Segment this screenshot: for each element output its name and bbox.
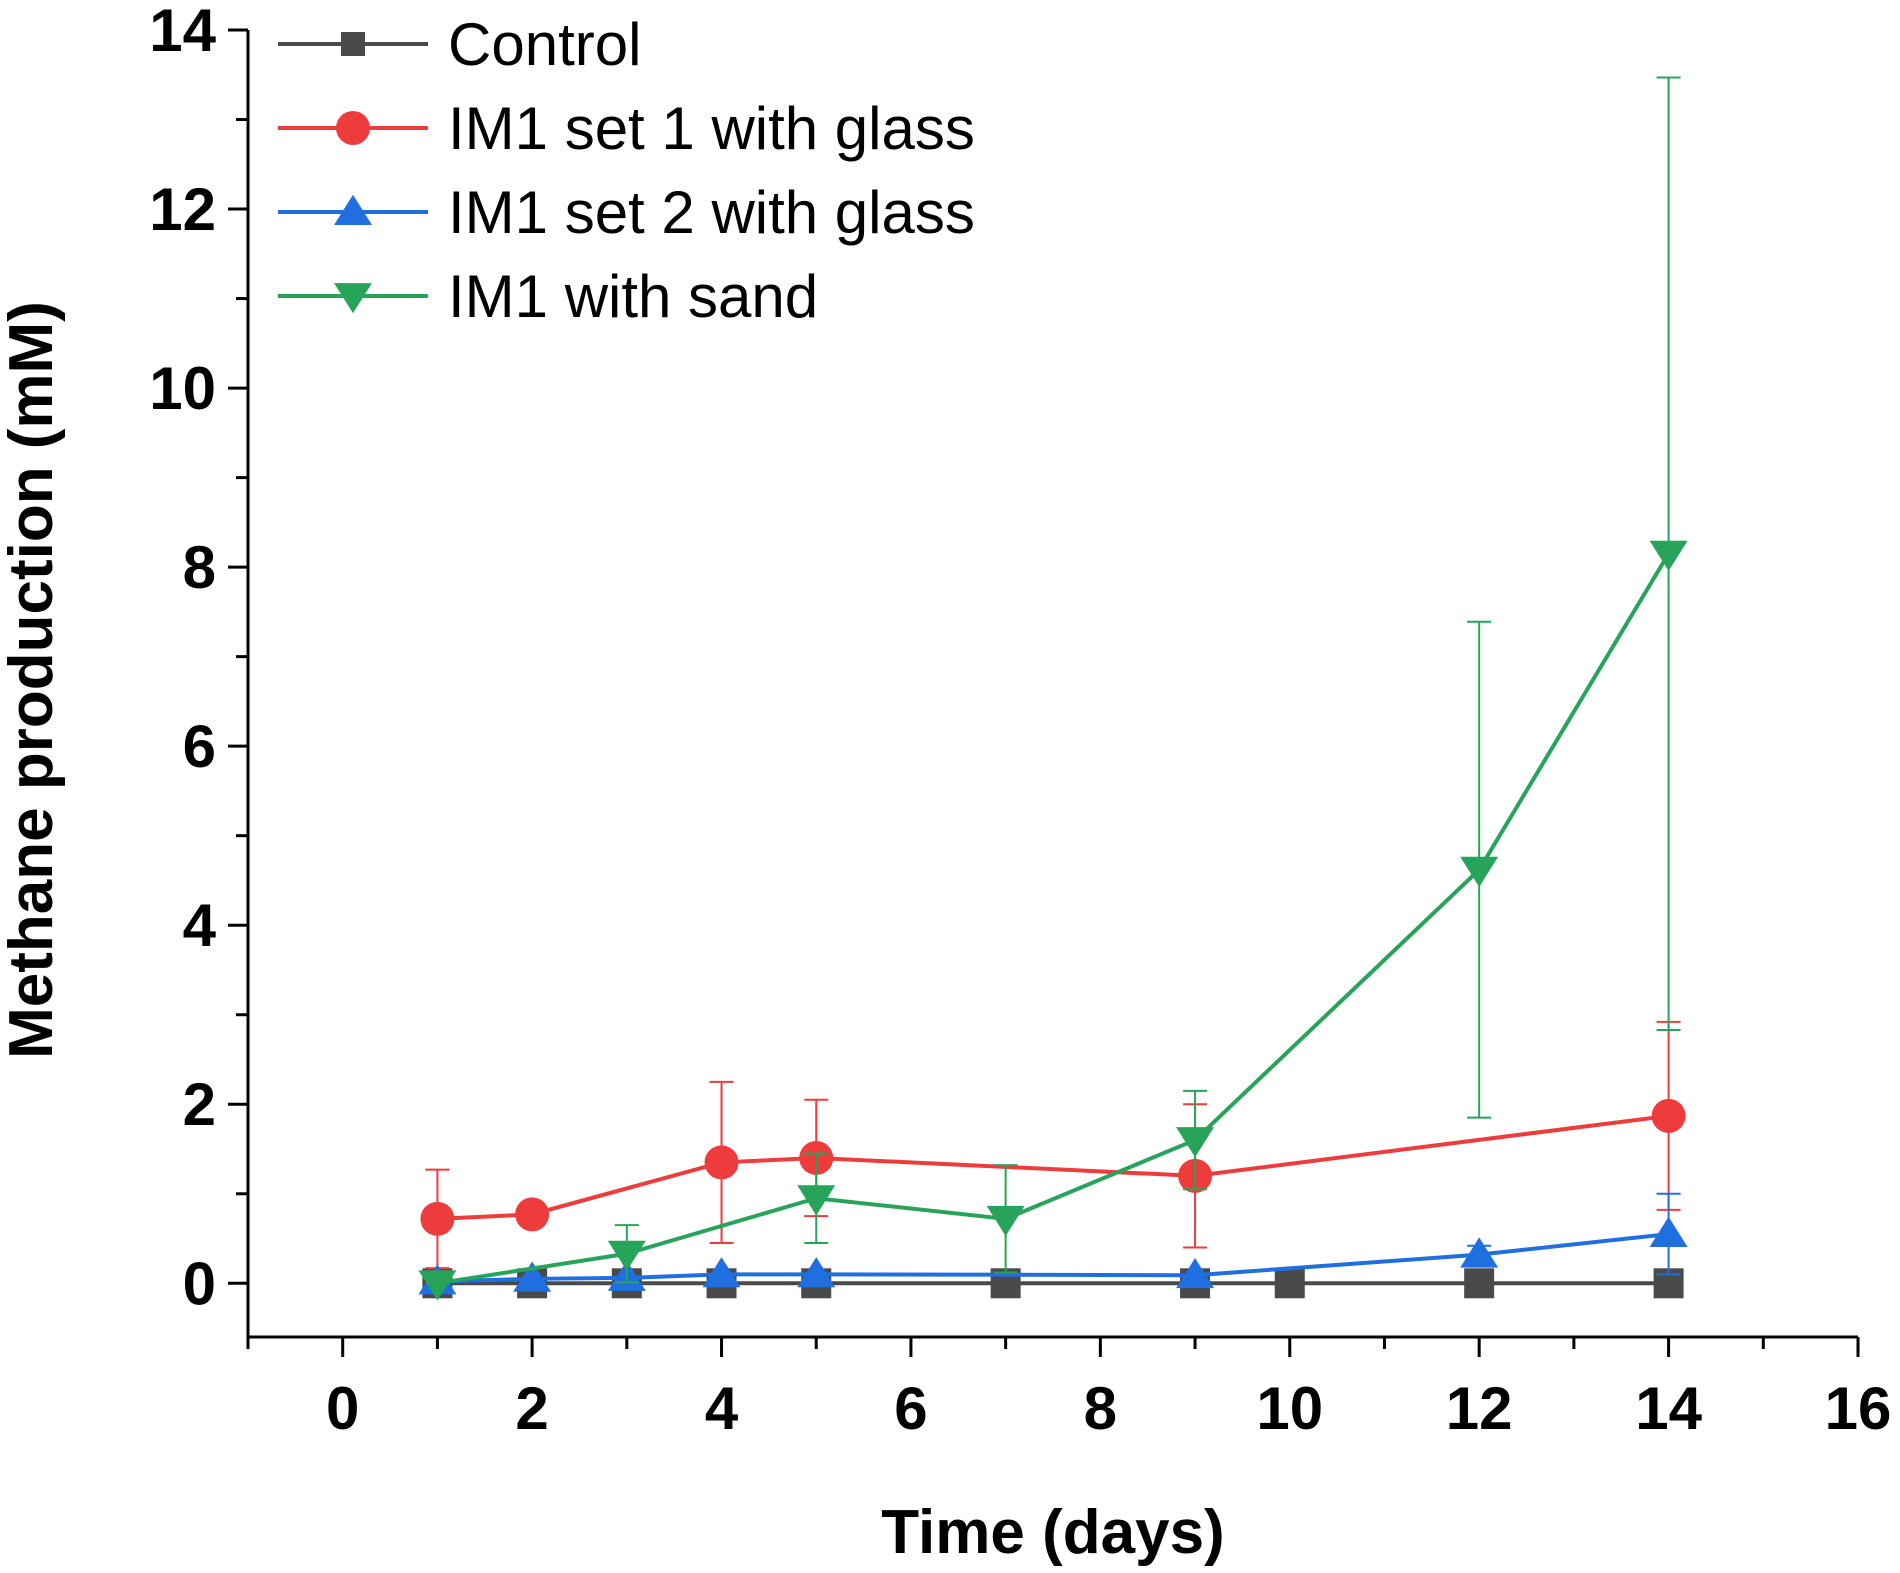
data-point [704,1145,739,1180]
data-point [336,111,370,145]
y-tick-label: 0 [183,1250,216,1317]
y-tick-label: 6 [183,713,216,780]
legend: Control IM1 set 1 with glass IM1 set 2 wit… [278,11,975,330]
x-tick-label: 16 [1825,1375,1892,1442]
data-point [1460,1237,1499,1268]
x-tick-label: 0 [326,1375,359,1442]
y-axis-ticks: 0 2 4 6 8 10 12 14 [149,0,248,1317]
data-point [334,194,372,225]
y-tick-label: 12 [149,176,216,243]
series-im1-set-1-with-glass [420,1020,1686,1270]
data-point [797,1185,836,1216]
y-tick-label: 14 [149,0,216,64]
plot-area [418,76,1688,1301]
data-point [1464,1268,1495,1299]
data-point [1651,1098,1686,1133]
data-point [334,283,372,314]
x-tick-label: 4 [705,1375,739,1442]
legend-label: IM1 set 1 with glass [448,95,975,162]
data-point [607,1240,646,1271]
x-tick-label: 8 [1084,1375,1117,1442]
x-tick-label: 10 [1256,1375,1323,1442]
data-point [1274,1268,1305,1299]
y-axis-title: Methane production (mM) [0,301,66,1059]
series-line [437,1113,1669,1221]
x-tick-label: 12 [1446,1375,1513,1442]
x-axis-ticks: 0 2 4 6 8 10 12 14 16 [246,1337,1892,1442]
x-tick-label: 2 [515,1375,548,1442]
legend-label: IM1 set 2 with glass [448,179,975,246]
series-line [437,552,1671,1286]
y-tick-label: 10 [149,355,216,422]
series-control [422,1268,1684,1299]
data-point [515,1197,550,1232]
legend-item: IM1 set 1 with glass [278,95,975,162]
y-tick-label: 2 [183,1071,216,1138]
legend-item: IM1 with sand [278,263,818,330]
data-point [418,1270,457,1301]
x-tick-label: 14 [1635,1375,1702,1442]
x-tick-label: 6 [894,1375,927,1442]
legend-item: Control [278,11,641,78]
data-point [513,1261,552,1292]
data-point [1460,856,1499,887]
data-point [341,32,365,56]
data-point [1176,1257,1215,1289]
series-im1-with-sand [418,76,1688,1301]
data-point [420,1201,455,1236]
legend-label: IM1 with sand [448,263,818,330]
data-point [702,1257,741,1288]
x-axis-title: Time (days) [881,1498,1224,1567]
y-tick-label: 8 [183,534,216,601]
legend-item: IM1 set 2 with glass [278,179,975,246]
data-point [1649,1216,1688,1247]
y-tick-label: 4 [183,892,217,959]
data-point [1649,540,1688,571]
data-point [797,1257,836,1288]
axes [246,30,1858,1339]
series-line [437,1232,1669,1284]
data-point [986,1205,1025,1237]
series-im1-set-2-with-glass [418,1192,1688,1295]
legend-label: Control [448,11,641,78]
data-point [1176,1127,1215,1158]
